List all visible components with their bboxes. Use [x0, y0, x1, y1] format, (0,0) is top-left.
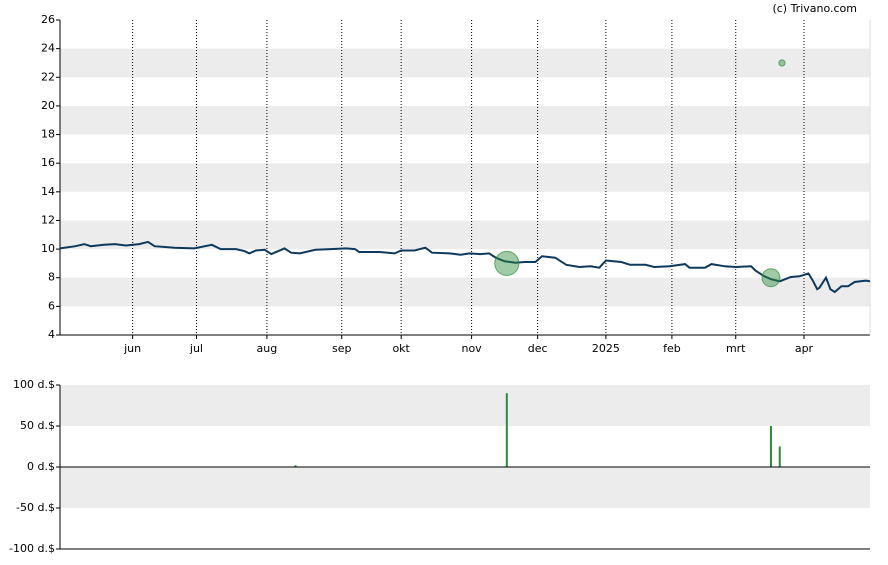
y-tick-label: 12	[41, 213, 55, 226]
y-tick-label: -100 d.$	[9, 542, 55, 555]
grid-band	[60, 48, 870, 78]
bar	[294, 465, 297, 467]
y-tick-label: 6	[48, 299, 55, 312]
y-tick-label: 18	[41, 128, 55, 141]
grid-band	[60, 277, 870, 307]
x-tick-label: feb	[663, 342, 681, 355]
y-tick-label: 14	[41, 185, 55, 198]
x-tick-label: sep	[332, 342, 351, 355]
y-tick-label: 8	[48, 271, 55, 284]
y-tick-label: 22	[41, 70, 55, 83]
grid-band	[60, 105, 870, 135]
price-line	[59, 240, 871, 294]
y-tick-label: 20	[41, 99, 55, 112]
y-tick-label: 10	[41, 242, 55, 255]
x-tick-label: nov	[461, 342, 482, 355]
source-credit: (c) Trivano.com	[772, 2, 857, 15]
x-tick-label: 2025	[592, 342, 620, 355]
x-tick-label: jul	[189, 342, 203, 355]
grid-band	[60, 163, 870, 192]
y-tick-label: 100 d.$	[13, 378, 55, 391]
y-tick-label: 50 d.$	[20, 419, 55, 432]
bubble	[494, 250, 520, 276]
x-tick-label: dec	[528, 342, 548, 355]
grid-band	[60, 467, 870, 508]
x-tick-label: okt	[392, 342, 410, 355]
y-tick-label: 4	[48, 328, 55, 341]
grid-band	[60, 220, 870, 250]
x-tick-label: aug	[257, 342, 278, 355]
bubble	[778, 59, 786, 67]
bar	[778, 446, 781, 467]
bar	[505, 393, 508, 467]
x-tick-label: apr	[795, 342, 814, 355]
bubble	[761, 268, 781, 288]
y-tick-label: 26	[41, 13, 55, 26]
y-tick-label: 24	[41, 42, 55, 55]
y-tick-label: 16	[41, 156, 55, 169]
x-tick-label: mrt	[726, 342, 746, 355]
y-tick-label: 0 d.$	[27, 460, 55, 473]
bar	[769, 426, 772, 467]
grid-band	[60, 385, 870, 426]
x-tick-label: jun	[123, 342, 141, 355]
y-tick-label: -50 d.$	[16, 501, 55, 514]
